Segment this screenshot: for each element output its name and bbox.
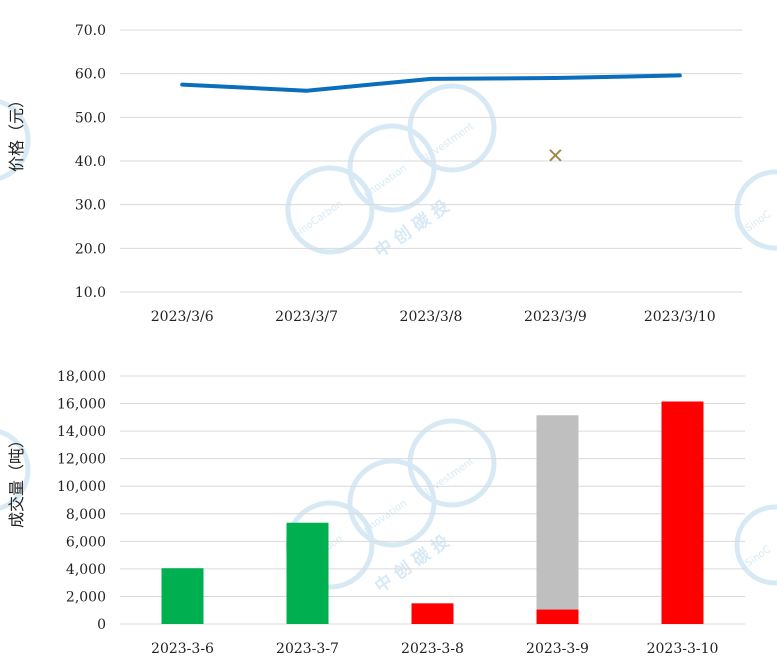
price-gridlines — [120, 29, 742, 293]
price-series-line — [180, 73, 682, 93]
price-y-tick-label: 20.0 — [75, 241, 106, 257]
volume-y-tick-label: 2,000 — [66, 589, 106, 605]
volume-bar-chart: 0 2,000 4,000 6,000 8,000 10,000 12,000 14,000 1… — [7, 369, 745, 657]
volume-y-tick-label: 4,000 — [66, 562, 106, 578]
price-x-tick-label: 2023/3/9 — [524, 309, 587, 325]
volume-y-axis-title: 成交量（吨） — [7, 432, 26, 528]
price-y-axis-title: 价格（元） — [7, 92, 26, 172]
watermark-logo-top: SinoCarbon Innovation Investment 中 创 碳 投 — [285, 83, 497, 262]
volume-x-tick-label: 2023-3-9 — [526, 641, 589, 657]
watermark-en-edge: SinoC — [743, 209, 773, 234]
volume-y-tick-label: 16,000 — [57, 397, 106, 413]
price-x-tick-label: 2023/3/7 — [275, 309, 338, 325]
price-y-tick-label: 30.0 — [75, 198, 106, 214]
volume-y-tick-label: 14,000 — [57, 424, 106, 440]
price-y-axis: 10.0 20.0 30.0 40.0 50.0 60.0 70.0 — [75, 23, 106, 301]
watermark-en-edge: SinoC — [743, 544, 773, 569]
price-x-tick-label: 2023/3/6 — [151, 309, 214, 325]
volume-bar — [536, 609, 579, 624]
volume-y-tick-label: 8,000 — [66, 507, 106, 523]
volume-gridlines — [120, 375, 745, 625]
watermark-edge-left — [0, 99, 31, 511]
volume-bar — [661, 401, 704, 624]
price-series — [180, 73, 682, 162]
watermark: SinoCarbon Innovation Investment 中 创 碳 投… — [0, 83, 777, 597]
watermark-en-2: Innovation — [359, 163, 409, 202]
volume-bar — [411, 603, 454, 624]
volume-x-tick-label: 2023-3-8 — [401, 641, 464, 657]
volume-y-tick-label: 12,000 — [57, 452, 106, 468]
price-y-tick-label: 50.0 — [75, 110, 106, 126]
volume-x-tick-label: 2023-3-6 — [151, 641, 214, 657]
volume-y-tick-label: 18,000 — [57, 369, 106, 385]
price-y-tick-label: 40.0 — [75, 154, 106, 170]
volume-y-tick-label: 0 — [97, 617, 106, 633]
price-line-chart: 10.020.030.040.050.060.070.0 2023/3/6 202… — [7, 23, 742, 325]
volume-y-tick-label: 6,000 — [66, 534, 106, 550]
volume-bar — [286, 522, 329, 624]
price-x-axis: 2023/3/6 2023/3/7 2023/3/8 2023/3/9 2023/3/1… — [151, 309, 716, 325]
volume-x-axis: 2023-3-6 2023-3-7 2023-3-8 2023-3-9 2023-3-1… — [151, 641, 718, 657]
volume-bar — [161, 568, 204, 624]
volume-y-axis: 0 2,000 4,000 6,000 8,000 10,000 12,000 14,000 1… — [57, 369, 106, 633]
price-y-tick-label: 60.0 — [75, 67, 106, 83]
volume-x-tick-label: 2023-3-10 — [647, 641, 719, 657]
price-x-tick-label: 2023/3/8 — [400, 309, 463, 325]
watermark-edge-right: SinoC SinoC — [734, 169, 777, 586]
watermark-en-2: Innovation — [359, 498, 409, 537]
volume-y-tick-label: 10,000 — [57, 479, 106, 495]
volume-bars — [161, 401, 704, 624]
price-y-tick-label: 70.0 — [75, 23, 106, 39]
watermark-en-3: Investment — [423, 456, 476, 498]
volume-bar — [536, 415, 579, 610]
price-x-marker — [549, 149, 562, 162]
watermark-en-3: Investment — [423, 121, 476, 163]
volume-x-tick-label: 2023-3-7 — [276, 641, 339, 657]
price-y-tick-label: 10.0 — [75, 285, 106, 301]
price-x-tick-label: 2023/3/10 — [644, 309, 716, 325]
